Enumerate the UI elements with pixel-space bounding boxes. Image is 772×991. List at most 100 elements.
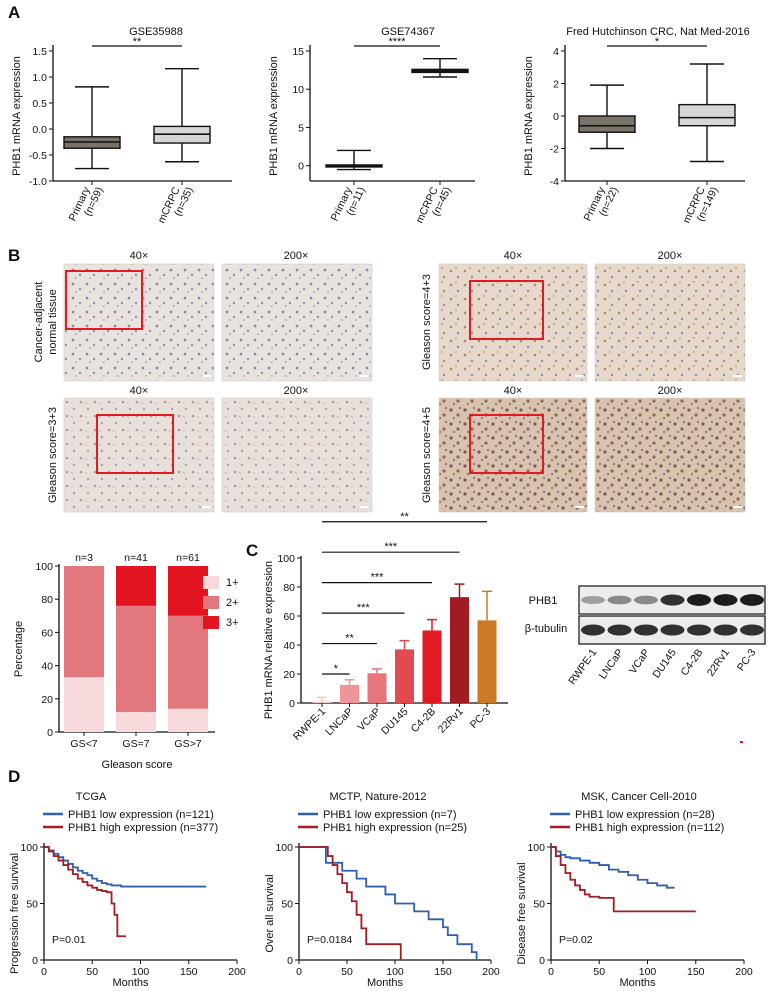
bar [395, 649, 414, 703]
box-chart-gse35988: -1.0 -0.5 0.0 0.5 1.0 1.5 PHB1 mRNA expression… [11, 26, 232, 225]
scale-bar [202, 506, 211, 508]
chart-title: GSE74367 [381, 26, 435, 38]
x-tick-label: 200 [228, 966, 246, 978]
y-tick-label: 50 [26, 899, 38, 911]
y-tick-label: 0 [47, 727, 53, 739]
histology-panel: 40× 200× 40× 200× 40× 200× 40× 200× Cancer-adjac… [33, 250, 746, 513]
legend-label: PHB1 low expression (n=28) [575, 809, 715, 821]
zoom-region-box [96, 414, 174, 474]
legend-label: 1+ [226, 577, 239, 589]
y-tick-label: 100 [275, 842, 293, 854]
y-tick-label: 15 [292, 46, 304, 58]
legend-label: 3+ [226, 617, 239, 629]
scale-bar [733, 375, 742, 377]
micrograph-image [438, 263, 588, 382]
comparison-marker: ** [345, 633, 354, 645]
scale-bar [360, 375, 369, 377]
blot-row-label: PHB1 [529, 595, 558, 607]
x-tick-label: 0 [41, 966, 47, 978]
bar-segment-2plus [116, 605, 156, 713]
bar [422, 630, 442, 703]
chart-title: GSE35988 [129, 26, 183, 38]
x-tick-label: 50 [593, 966, 605, 978]
magnification-label-200x: 200× [658, 250, 683, 262]
blot-band [607, 624, 632, 636]
x-axis-label: Months [112, 977, 149, 989]
chart-title: MSK, Cancer Cell-2010 [581, 791, 697, 803]
micrograph-image [63, 397, 215, 513]
row-label-gleason-4-5: Gleason score=4+5 [421, 407, 433, 503]
p-value-label: P=0.0184 [307, 934, 352, 946]
bar [477, 620, 497, 703]
y-axis-label: PHB1 mRNA expression [268, 56, 280, 176]
survival-curve [551, 846, 675, 889]
stray-mark [740, 741, 743, 743]
blot-band [660, 594, 685, 606]
magnification-label-40x: 40× [130, 250, 149, 262]
blot-band [713, 624, 738, 636]
bar-count-label: n=41 [124, 552, 148, 564]
x-axis-label: Gleason score [102, 759, 173, 771]
y-tick-label: 100 [527, 842, 545, 854]
x-tick-label: DU145 [379, 706, 411, 738]
y-axis-label: PHB1 mRNA expression [11, 56, 23, 176]
micrograph-image [594, 263, 746, 382]
y-axis-label: Over all survival [264, 874, 276, 952]
panel-label-b: B [8, 246, 20, 265]
blot-lane-label: RWPE-1 [566, 647, 599, 687]
legend-label: PHB1 low expression (n=7) [323, 809, 457, 821]
survival-curve [299, 846, 478, 960]
comparison-marker: * [334, 663, 339, 675]
micrograph-image [438, 397, 588, 513]
magnification-label-200x: 200× [284, 385, 309, 397]
x-tick-label: 0 [548, 966, 554, 978]
row-label-gleason-4-3: Gleason score=4+3 [421, 274, 433, 370]
y-axis-label: Disease free survival [516, 862, 528, 964]
x-tick-label: 150 [434, 966, 452, 978]
y-tick-label: 0 [298, 161, 304, 173]
chart-title: TCGA [76, 791, 107, 803]
bar-count-label: n=61 [176, 552, 200, 564]
y-tick-label: 80 [41, 594, 53, 606]
legend-label: 2+ [226, 597, 239, 609]
magnification-label-40x: 40× [504, 385, 523, 397]
y-axis-label: Percentage [13, 621, 25, 677]
scale-bar [733, 506, 742, 508]
x-tick-label: GS<7 [70, 738, 97, 750]
y-axis-label: Progression free survival [9, 853, 21, 974]
y-tick-label: 0 [32, 955, 38, 967]
km-chart-mctp: 0 50 100 0 50 100 150 200 Months Over all surviva… [264, 791, 500, 989]
y-tick-label: 100 [20, 842, 38, 854]
y-tick-label: 10 [292, 84, 304, 96]
x-tick-label: 100 [132, 966, 150, 978]
bar-segment-1plus [64, 677, 104, 732]
bar [340, 684, 359, 703]
bar-segment-1plus [168, 708, 208, 732]
y-tick-label: 0 [289, 698, 295, 710]
scale-bar [575, 375, 584, 377]
blot-band [687, 594, 711, 606]
magnification-label-200x: 200× [284, 250, 309, 262]
scale-bar [575, 506, 584, 508]
blot-lane-label: C4-2B [679, 647, 706, 678]
legend-swatch [203, 616, 219, 629]
chart-title: MCTP, Nature-2012 [329, 791, 426, 803]
zoom-region-box [469, 414, 544, 474]
magnification-label-40x: 40× [504, 250, 523, 262]
comparison-marker: *** [371, 572, 385, 584]
blot-band [713, 594, 738, 606]
blot-band [740, 594, 764, 606]
x-tick-label: LNCaP [323, 706, 355, 738]
comparison-marker: ** [400, 511, 409, 523]
legend-swatch [203, 596, 219, 609]
survival-curve [44, 846, 127, 938]
micrograph-image [63, 263, 215, 382]
blot-lane-label: LNCaP [597, 647, 626, 682]
row-label-gleason-3-3: Gleason score=3+3 [47, 407, 59, 503]
y-tick-label: 0.5 [32, 98, 47, 110]
p-value-label: P=0.02 [559, 934, 593, 946]
bar-segment-1plus [116, 712, 156, 732]
bar-segment-2plus [168, 615, 208, 709]
bar-segment-3plus [168, 566, 208, 616]
